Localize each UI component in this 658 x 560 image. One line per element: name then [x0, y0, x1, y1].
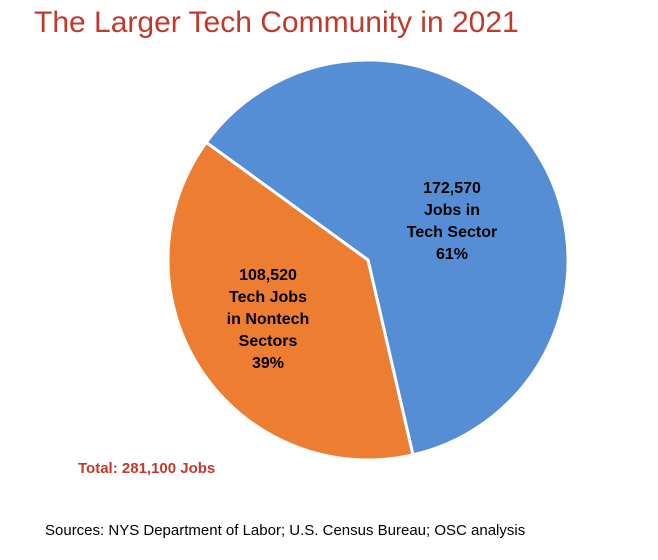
slice-label-2-line: 39% — [252, 355, 284, 372]
slice-label-1-line: Tech Sector — [407, 224, 497, 241]
chart-title: The Larger Tech Community in 2021 — [34, 6, 519, 39]
slice-label-1-line: Jobs in — [424, 202, 480, 219]
source-note: Sources: NYS Department of Labor; U.S. C… — [45, 522, 526, 539]
slice-label-2-line: Tech Jobs — [229, 289, 307, 306]
slice-label-1: 172,570 Jobs in Tech Sector 61% — [407, 180, 497, 263]
slice-label-2-line: Sectors — [239, 333, 298, 350]
pie-slice-2 — [166, 140, 415, 462]
slice-label-2-line: in Nontech — [227, 311, 310, 328]
total-note: Total: 281,100 Jobs — [78, 460, 216, 477]
pie-slice-1 — [204, 58, 570, 457]
slice-label-1-line: 61% — [436, 246, 468, 263]
slice-label-2-line: 108,520 — [239, 267, 297, 284]
slice-label-2: 108,520 Tech Jobs in Nontech Sectors 39% — [227, 267, 310, 372]
slice-label-1-line: 172,570 — [423, 180, 481, 197]
